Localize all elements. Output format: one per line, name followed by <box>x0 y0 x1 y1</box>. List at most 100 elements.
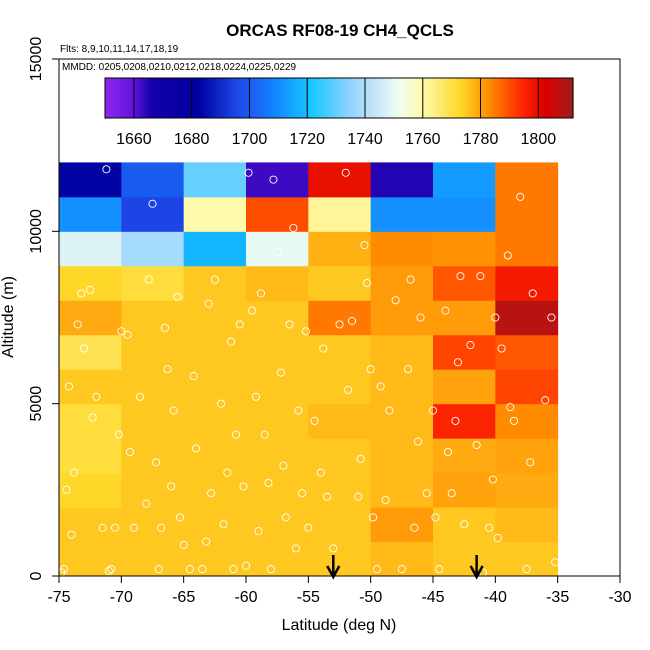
heatmap-cell <box>370 300 434 336</box>
colorbar-segment <box>485 78 489 118</box>
heatmap-cell <box>121 541 185 577</box>
colorbar-segment <box>166 78 170 118</box>
colorbar-segment <box>224 78 229 118</box>
x-tick-label: -35 <box>546 589 569 606</box>
colorbar-segment <box>315 78 320 118</box>
sample-point <box>210 275 219 284</box>
sample-point <box>88 413 97 422</box>
heatmap-cell <box>433 507 496 543</box>
colorbar-segment <box>195 78 200 118</box>
colorbar-segment <box>330 78 334 118</box>
colorbar-segment <box>175 78 179 118</box>
colorbar-segment <box>502 78 507 118</box>
x-tick-label: -45 <box>421 589 444 606</box>
colorbar-segment <box>216 78 220 118</box>
colorbar-segment <box>140 78 144 118</box>
flights-annotation: Flts: 8,9,10,11,14,17,18,19 <box>60 44 179 55</box>
sample-point <box>281 513 290 522</box>
sample-point <box>503 251 512 260</box>
heatmap-cell <box>121 196 185 232</box>
colorbar-segment <box>339 78 343 118</box>
heatmap-cell <box>433 369 496 405</box>
heatmap-cell <box>433 334 496 370</box>
sample-point <box>466 341 475 350</box>
colorbar-segment <box>277 78 282 118</box>
colorbar-segment <box>543 78 548 118</box>
sample-point <box>231 430 241 439</box>
colorbar-segment <box>207 78 211 118</box>
sample-point <box>185 565 194 574</box>
colorbar-segment <box>567 78 571 118</box>
colorbar-segment <box>382 78 387 118</box>
colorbar-segment <box>438 78 442 118</box>
colorbar-segment <box>248 78 252 118</box>
heatmap-cell <box>121 231 185 267</box>
heatmap-cell <box>121 334 185 370</box>
sample-point <box>135 392 145 401</box>
colorbar-segment <box>400 78 404 118</box>
sample-point <box>493 534 502 543</box>
sample-point <box>244 168 253 177</box>
sample-point <box>547 313 556 322</box>
sample-point <box>239 482 248 491</box>
y-axis-label: Altitude (m) <box>0 276 17 358</box>
sample-point <box>422 489 431 498</box>
x-tick-label: -55 <box>297 589 320 606</box>
heatmap-cell <box>183 334 247 370</box>
sample-point <box>77 289 86 298</box>
colorbar-segment <box>403 78 407 118</box>
sample-point <box>219 520 228 529</box>
sample-point <box>59 565 69 574</box>
colorbar-segment <box>119 78 124 118</box>
sample-point <box>441 306 450 315</box>
colorbar-segment <box>444 78 448 118</box>
colorbar-segment <box>245 78 249 118</box>
sample-point <box>229 565 238 574</box>
sample-point <box>416 313 425 322</box>
colorbar-segment <box>295 78 299 118</box>
y-tick-label: 15000 <box>28 37 45 82</box>
sample-point <box>123 330 132 339</box>
colorbar-segment <box>292 78 296 118</box>
colorbar-segment <box>377 78 381 118</box>
heatmap-cell <box>121 300 185 336</box>
heatmap-cell <box>495 300 559 336</box>
colorbar-segment <box>555 78 559 118</box>
sample-point <box>360 241 369 250</box>
heatmap-cell <box>246 334 309 370</box>
heatmap-cell <box>433 196 496 232</box>
sample-point <box>485 523 494 532</box>
x-tick-label: -40 <box>484 589 507 606</box>
heatmap-cell <box>370 231 434 267</box>
sample-point <box>322 492 332 501</box>
sample-point <box>344 385 353 394</box>
colorbar-segment <box>435 78 440 118</box>
heatmap-cell <box>433 300 496 336</box>
colorbar-segment <box>318 78 323 118</box>
colorbar-segment <box>236 78 241 118</box>
sample-point <box>472 440 481 450</box>
sample-point <box>256 289 266 298</box>
colorbar-segment <box>154 78 159 118</box>
sample-point <box>372 565 381 574</box>
colorbar-segment <box>110 78 115 118</box>
colorbar-segment <box>488 78 492 118</box>
sample-point <box>64 382 74 391</box>
sample-point <box>73 320 82 329</box>
colorbar-segment <box>534 78 539 118</box>
x-tick-label: -30 <box>608 589 631 606</box>
sample-point <box>144 275 153 284</box>
colorbar-segment <box>447 78 451 118</box>
sample-point <box>385 406 394 415</box>
colorbar-segment <box>473 78 478 118</box>
colorbar-segment <box>429 78 434 118</box>
heatmap-cell <box>59 438 122 474</box>
colorbar-segment <box>137 78 141 118</box>
colorbar-segment <box>222 78 226 118</box>
heatmap-cell <box>370 369 434 405</box>
heatmap-cell <box>370 403 434 439</box>
colorbar-segment <box>409 78 413 118</box>
y-tick-label: 10000 <box>28 209 45 254</box>
colorbar-segment <box>213 78 217 118</box>
sample-point <box>516 192 525 201</box>
